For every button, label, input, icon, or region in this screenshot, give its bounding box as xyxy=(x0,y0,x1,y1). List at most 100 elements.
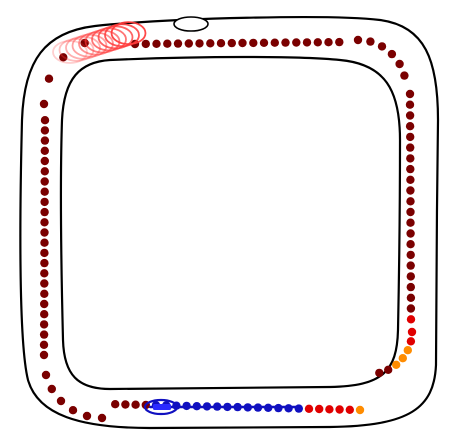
trail-dot xyxy=(406,261,415,270)
trail-dot xyxy=(206,39,215,48)
trail-dot xyxy=(406,186,415,195)
trail-dot xyxy=(405,122,415,131)
trail-dot xyxy=(40,136,50,145)
trail-dot xyxy=(97,413,107,423)
car-agent-icon xyxy=(143,398,179,416)
trail-dot xyxy=(56,396,66,406)
trail-dot xyxy=(173,39,183,48)
trail-dot xyxy=(152,39,161,48)
trail-dot xyxy=(40,299,49,309)
trail-dot xyxy=(111,400,120,409)
trail-dot xyxy=(406,154,415,163)
trail-dot xyxy=(335,405,344,414)
trail-dot xyxy=(195,39,204,48)
trail-dot xyxy=(40,279,49,288)
trail-dot xyxy=(395,59,404,69)
trail-dot xyxy=(406,240,415,249)
trail-dot xyxy=(405,89,415,99)
trail-dot xyxy=(335,37,344,47)
trail-dot xyxy=(406,315,416,324)
trail-dot xyxy=(355,405,365,415)
trail-dot xyxy=(40,238,49,247)
trail-dot xyxy=(398,354,407,363)
trail-dot xyxy=(184,39,193,48)
trail-dot xyxy=(313,38,322,47)
trail-dot xyxy=(40,116,50,125)
inner-track-boundary xyxy=(59,55,402,391)
trail-dot xyxy=(284,404,293,413)
ghost-ring xyxy=(110,21,147,45)
trail-dot xyxy=(403,346,412,355)
trail-dot xyxy=(163,39,172,48)
trail-dot xyxy=(41,370,51,380)
trail-dot xyxy=(40,258,49,268)
trail-dot xyxy=(406,304,416,313)
trail-dot xyxy=(40,248,49,258)
trail-dot xyxy=(406,250,415,260)
trail-dot xyxy=(40,156,49,166)
trail-dot xyxy=(131,400,140,409)
trail-dot xyxy=(406,197,415,206)
trail-dot xyxy=(238,38,247,48)
trail-dots xyxy=(39,35,417,423)
trail-dot xyxy=(44,74,54,83)
trail-dot xyxy=(216,39,226,48)
trail-dot xyxy=(259,38,269,47)
trail-dot xyxy=(39,340,49,349)
trail-dot xyxy=(407,327,417,337)
trail-dot xyxy=(406,143,415,152)
trail-dot xyxy=(406,293,416,302)
trail-dot xyxy=(324,38,333,47)
trail-dot xyxy=(39,350,49,360)
trail-dot xyxy=(40,177,49,186)
trail-dot xyxy=(82,411,92,421)
trail-dot xyxy=(40,187,49,196)
outer-track-boundary xyxy=(19,16,440,430)
trail-dot xyxy=(406,207,415,217)
trail-dot xyxy=(405,111,415,120)
checkpoint-icon xyxy=(173,16,209,32)
trail-dot xyxy=(353,35,363,45)
trail-dot xyxy=(227,38,236,48)
trail-dot xyxy=(406,218,415,227)
trail-dot xyxy=(406,337,416,346)
trail-dot xyxy=(406,272,415,281)
trail-dot xyxy=(377,42,387,51)
trail-dot xyxy=(141,39,150,49)
trail-dot xyxy=(40,289,49,298)
trail-dot xyxy=(47,384,56,394)
trail-dot xyxy=(40,207,49,217)
trail-dot xyxy=(121,400,130,409)
trail-dot xyxy=(40,126,50,135)
car-agent-core xyxy=(153,404,171,410)
trail-dot xyxy=(302,38,312,47)
trail-dot xyxy=(39,330,49,339)
trail-dot xyxy=(304,404,314,413)
trail-dot xyxy=(387,49,397,59)
trail-dot xyxy=(325,405,334,414)
trail-dot xyxy=(40,228,49,237)
trail-dot xyxy=(406,175,415,184)
trail-dot xyxy=(68,406,78,415)
trail-dot xyxy=(292,38,301,47)
trail-dot xyxy=(345,405,354,414)
trail-dot xyxy=(40,146,49,155)
trail-dot xyxy=(40,269,49,278)
trail-dot xyxy=(405,100,415,109)
trail-dot xyxy=(39,99,49,109)
trail-dot xyxy=(40,218,49,227)
trail-dot xyxy=(315,404,324,414)
trail-dot xyxy=(59,53,68,62)
trail-dot xyxy=(366,37,375,46)
ghost-ring xyxy=(104,23,140,48)
trail-dot xyxy=(249,38,258,48)
trail-dot xyxy=(406,132,415,142)
trail-dot xyxy=(270,38,279,47)
trail-dot xyxy=(40,167,49,176)
trail-dot xyxy=(392,360,401,369)
trail-dot xyxy=(281,38,290,47)
trail-dot xyxy=(375,368,384,378)
trail-dot xyxy=(406,164,415,174)
